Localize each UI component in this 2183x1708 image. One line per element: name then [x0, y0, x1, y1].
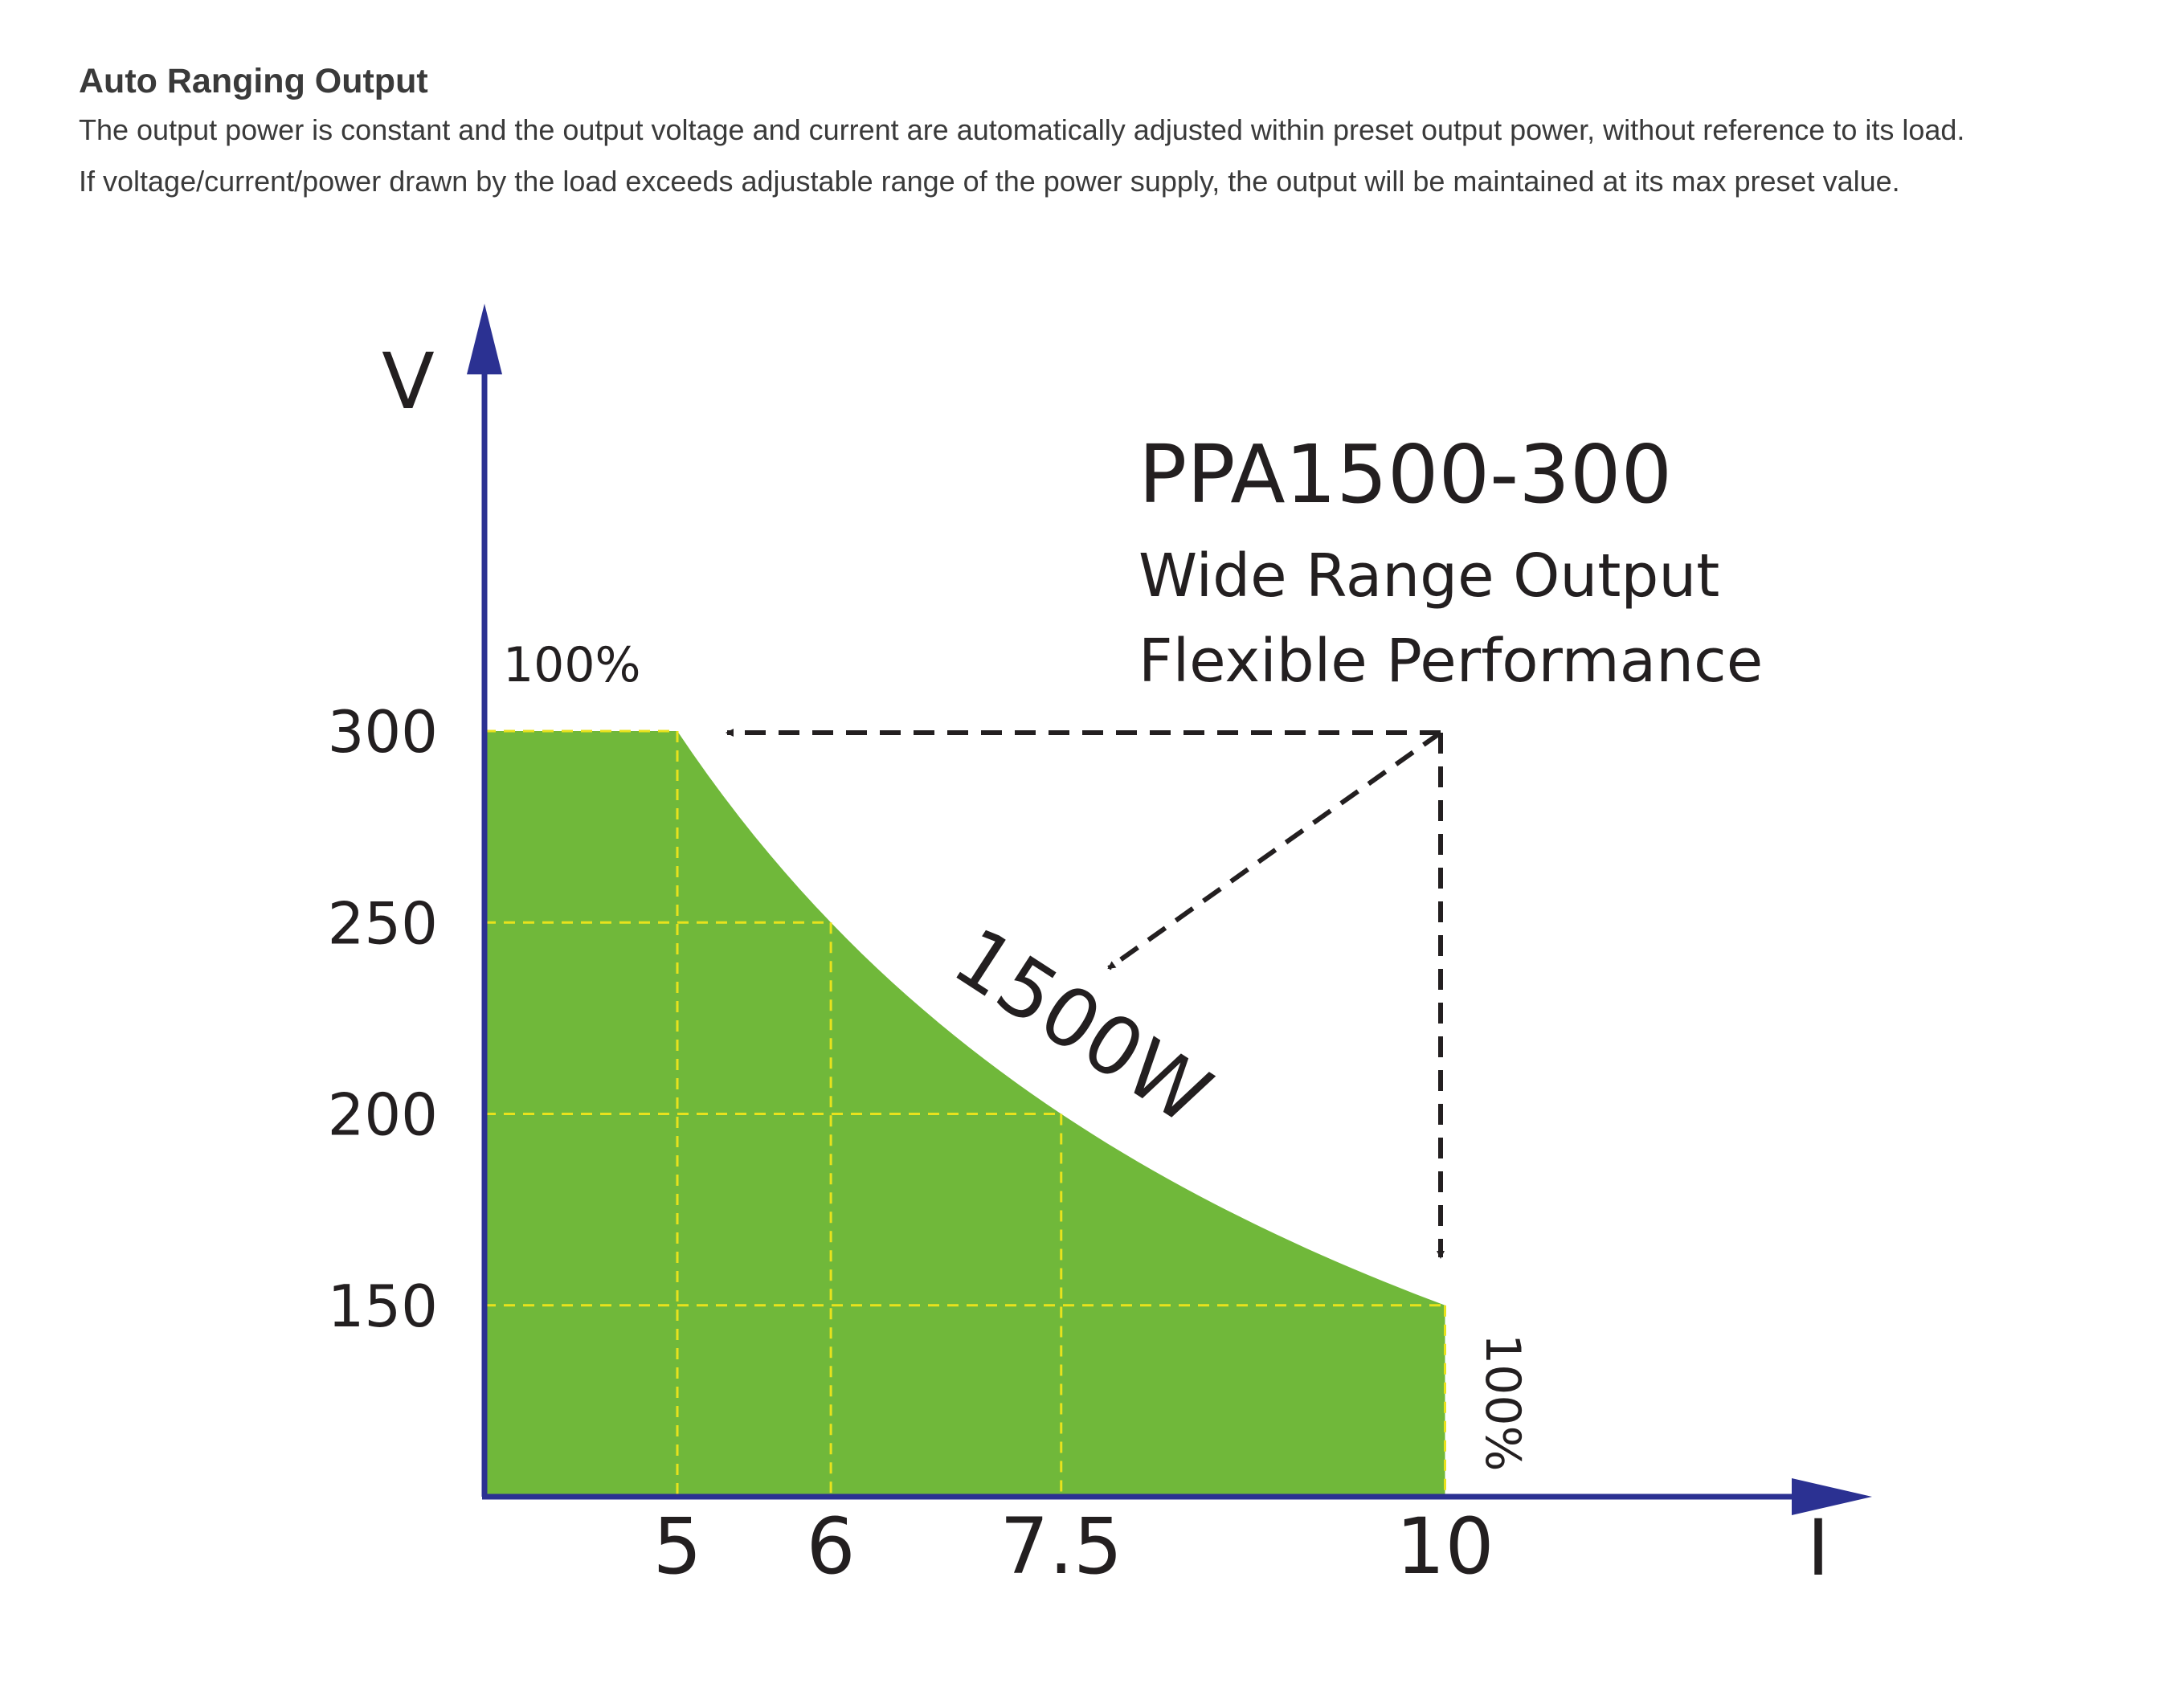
page-title: Auto Ranging Output [79, 62, 428, 100]
x-axis-arrowhead [1792, 1478, 1872, 1515]
y-axis-label: V [382, 337, 435, 427]
subtitle-wide-range: Wide Range Output [1139, 541, 1719, 611]
description-line-2: If voltage/current/power drawn by the lo… [79, 165, 1900, 198]
range-arrows [726, 729, 1445, 1259]
x-tick-label: 5 [652, 1502, 701, 1592]
y-tick-labels: 300 250 200 150 [328, 698, 438, 1340]
y-tick-label: 150 [328, 1273, 438, 1340]
y-tick-label: 300 [328, 698, 438, 766]
arrow-to-curve [1107, 730, 1442, 970]
x-tick-label: 7.5 [1000, 1502, 1122, 1592]
top-percent-label: 100% [503, 637, 641, 693]
description-line-1: The output power is constant and the out… [79, 113, 1965, 146]
x-axis-label: I [1807, 1503, 1829, 1593]
right-percent-label: 100% [1474, 1334, 1531, 1472]
y-tick-label: 200 [328, 1081, 438, 1149]
gridlines [484, 729, 1446, 1497]
model-title: PPA1500-300 [1139, 427, 1672, 521]
y-axis-arrowhead [467, 304, 502, 374]
x-tick-labels: 5 6 7.5 10 [652, 1502, 1494, 1592]
header: Auto Ranging Output The output power is … [79, 58, 2152, 207]
y-tick-label: 250 [328, 889, 438, 957]
x-tick-label: 6 [807, 1502, 856, 1592]
subtitle-flexible: Flexible Performance [1139, 627, 1763, 696]
x-tick-label: 10 [1396, 1502, 1494, 1592]
